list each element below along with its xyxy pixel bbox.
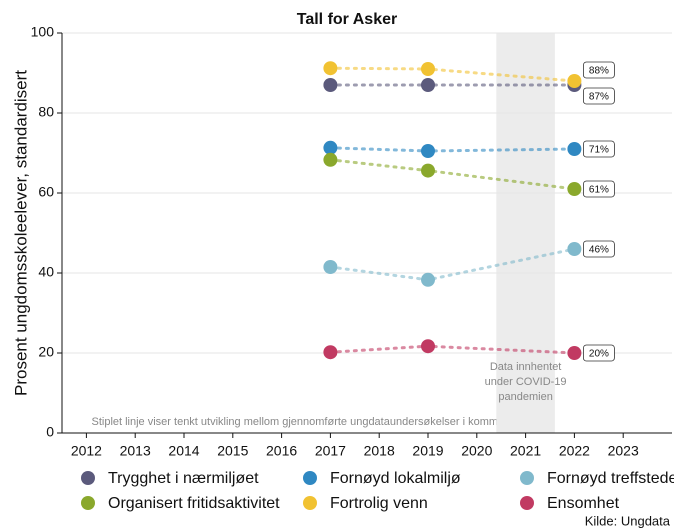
x-tick-label: 2021 <box>510 443 541 459</box>
point <box>421 144 435 158</box>
x-tick-label: 2016 <box>266 443 297 459</box>
point <box>323 61 338 76</box>
y-tick-label: 20 <box>38 344 54 360</box>
x-tick-label: 2013 <box>120 443 151 459</box>
y-axis-label: Prosent ungdomsskoleelever, standardiser… <box>11 70 30 396</box>
legend-swatch <box>303 471 317 485</box>
source: Kilde: Ungdata <box>585 513 671 528</box>
point <box>421 78 435 92</box>
legend-swatch <box>520 496 534 510</box>
value-label-box <box>583 180 615 198</box>
value-label-box <box>583 344 615 362</box>
x-tick-label: 2015 <box>217 443 248 459</box>
x-tick-label: 2019 <box>412 443 443 459</box>
covid-note: pandemien <box>498 391 552 403</box>
point <box>421 62 435 76</box>
point <box>567 74 582 88</box>
y-tick-label: 80 <box>38 104 54 120</box>
legend-label: Fortrolig venn <box>330 495 428 512</box>
x-tick-label: 2020 <box>461 443 492 459</box>
value-label-box <box>583 61 615 79</box>
y-tick-label: 100 <box>31 24 55 40</box>
value-label: 88% <box>589 66 609 77</box>
value-label: 61% <box>589 185 609 196</box>
x-tick-label: 2014 <box>168 443 199 459</box>
value-label: 71% <box>589 145 609 156</box>
legend-label: Ensomhet <box>547 495 620 512</box>
value-label: 87% <box>589 92 609 103</box>
point <box>421 272 435 287</box>
covid-band <box>496 33 555 433</box>
point <box>421 163 435 178</box>
value-label-box <box>583 87 615 105</box>
point <box>323 152 338 167</box>
point <box>567 346 582 360</box>
x-tick-label: 2023 <box>608 443 639 459</box>
legend-swatch <box>81 496 95 510</box>
x-tick-label: 2022 <box>559 443 590 459</box>
point <box>323 260 338 274</box>
covid-note: under COVID-19 <box>485 376 567 388</box>
point <box>421 339 435 354</box>
point <box>567 182 582 196</box>
legend-label: Fornøyd treffsteder <box>547 470 674 487</box>
y-tick-label: 40 <box>38 264 54 280</box>
covid-note: Data innhentet <box>490 361 562 373</box>
x-tick-label: 2018 <box>364 443 395 459</box>
point <box>567 242 582 256</box>
value-label: 46% <box>589 245 609 256</box>
value-label-box <box>583 240 615 258</box>
legend-swatch <box>81 471 95 485</box>
legend-swatch <box>303 496 317 510</box>
value-label: 20% <box>589 349 609 360</box>
chart-title: Tall for Asker <box>297 11 397 28</box>
value-label-box <box>583 140 615 158</box>
point <box>323 140 338 155</box>
point <box>323 345 338 360</box>
x-tick-label: 2012 <box>71 443 102 459</box>
y-tick-label: 60 <box>38 184 54 200</box>
legend-label: Organisert fritidsaktivitet <box>108 495 280 512</box>
legend-label: Fornøyd lokalmiljø <box>330 470 461 487</box>
footnote: Stiplet linje viser tenkt utvikling mell… <box>91 416 522 428</box>
legend-swatch <box>520 471 534 485</box>
point <box>567 142 582 156</box>
legend-label: Trygghet i nærmiljøet <box>108 470 259 487</box>
series-line <box>328 146 576 153</box>
y-tick-label: 0 <box>46 424 54 440</box>
point <box>323 78 338 92</box>
x-tick-label: 2017 <box>315 443 346 459</box>
